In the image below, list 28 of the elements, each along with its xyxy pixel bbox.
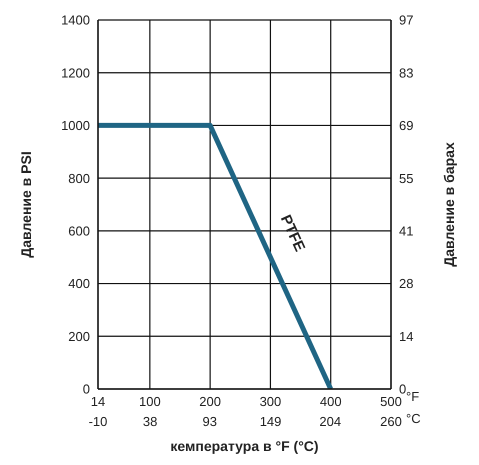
text: °C bbox=[406, 411, 421, 426]
x-tick-label: 500 bbox=[380, 394, 402, 410]
y-tick-label: 800 bbox=[68, 170, 90, 186]
x-tick-label: 14 bbox=[90, 394, 106, 410]
y2-tick-label: 55 bbox=[399, 170, 414, 186]
y-axis-title: Давление в PSI bbox=[18, 151, 34, 258]
y2-tick-label: 28 bbox=[399, 276, 414, 292]
x-tick-label: 300 bbox=[260, 394, 282, 410]
x-tick-label: 200 bbox=[199, 394, 221, 410]
y2-axis-title: Давление в барах bbox=[440, 142, 457, 267]
y2-tick-label: 14 bbox=[399, 328, 414, 344]
y-tick-label: 1000 bbox=[61, 118, 90, 134]
y-tick-label: 200 bbox=[68, 328, 90, 344]
y2-tick-label: 0 bbox=[399, 382, 406, 397]
y2-tick-label: 83 bbox=[399, 65, 414, 80]
y-tick-label: 0 bbox=[82, 382, 90, 397]
y-tick-label: 400 bbox=[68, 276, 90, 292]
x-tick-label: 400 bbox=[320, 394, 342, 410]
y-tick-label: 600 bbox=[68, 223, 90, 238]
x-tick-label: 100 bbox=[138, 394, 161, 410]
text: PTFE bbox=[276, 212, 308, 254]
text: °F bbox=[406, 389, 420, 404]
y2-tick-label: 97 bbox=[399, 12, 414, 28]
y2-tick-label: 69 bbox=[399, 118, 414, 134]
x-axis-title: кемпература в °F (°C) bbox=[170, 438, 319, 454]
y-tick-label: 1200 bbox=[61, 65, 90, 80]
y-tick-label: 1400 bbox=[61, 12, 90, 28]
y2-tick-label: 41 bbox=[399, 223, 414, 238]
